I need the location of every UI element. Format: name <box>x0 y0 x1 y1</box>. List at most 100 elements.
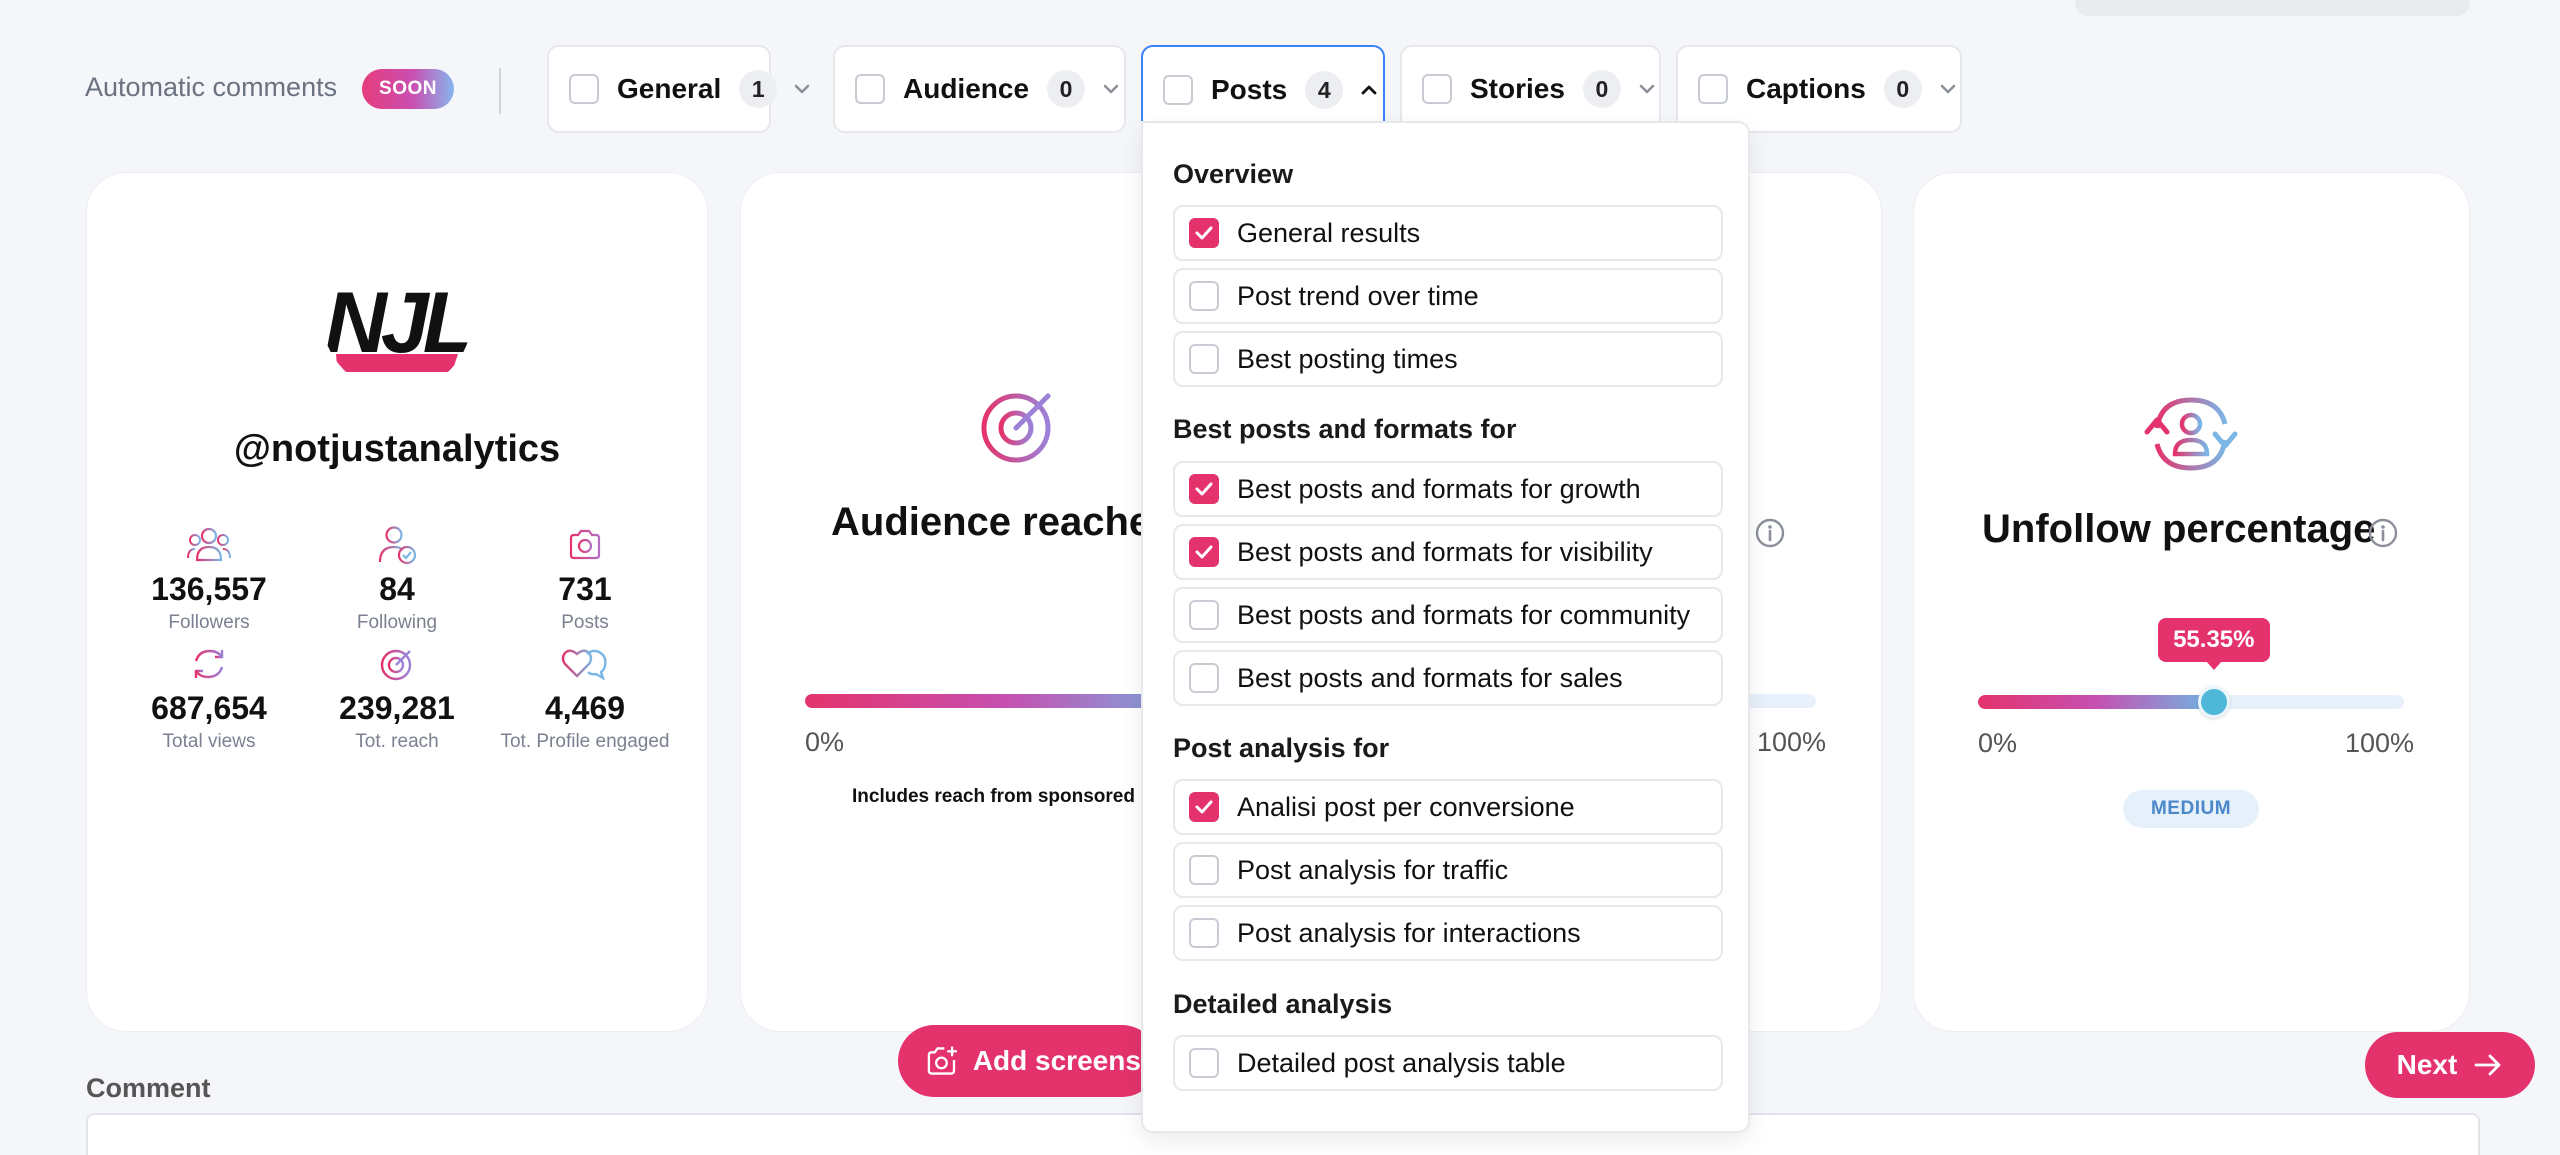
stat-profile-engaged-value: 4,469 <box>544 690 626 726</box>
posts-dropdown-menu: Overview General results Post trend over… <box>1141 121 1750 1133</box>
filter-posts[interactable]: Posts 4 <box>1141 45 1385 135</box>
audience-min-label: 0% <box>805 727 845 757</box>
option-best-posting-times[interactable]: Best posting times <box>1173 331 1723 387</box>
stat-following-value: 84 <box>379 571 415 607</box>
stat-total-reach-label: Tot. reach <box>355 731 439 752</box>
chevron-up-icon <box>1359 80 1379 100</box>
option-checkbox[interactable] <box>1189 281 1219 311</box>
users-icon <box>109 525 309 565</box>
filter-stories-label: Stories <box>1470 73 1565 104</box>
info-icon[interactable] <box>1754 517 1786 554</box>
info-icon[interactable] <box>2367 517 2399 554</box>
option-analysis-interactions[interactable]: Post analysis for interactions <box>1173 905 1723 961</box>
option-best-posts-growth[interactable]: Best posts and formats for growth <box>1173 461 1723 517</box>
option-label: Post analysis for interactions <box>1237 917 1581 948</box>
unfollow-level-badge: MEDIUM <box>2123 790 2259 828</box>
filter-general-label: General <box>617 73 722 104</box>
check-icon <box>1195 545 1213 559</box>
unfollow-percentage-card <box>1913 172 2470 1032</box>
filter-captions[interactable]: Captions 0 <box>1676 45 1962 133</box>
user-check-icon <box>297 525 497 565</box>
camera-icon <box>485 525 685 565</box>
heart-chat-icon <box>485 644 685 684</box>
camera-plus-icon <box>927 1046 958 1075</box>
option-label: Best posts and formats for community <box>1237 599 1691 630</box>
option-detailed-table[interactable]: Detailed post analysis table <box>1173 1035 1723 1091</box>
option-checkbox[interactable] <box>1189 663 1219 693</box>
chevron-down-icon <box>793 79 811 99</box>
option-label: Analisi post per conversione <box>1237 791 1575 822</box>
option-general-results[interactable]: General results <box>1173 205 1723 261</box>
filter-divider <box>499 68 501 114</box>
next-button[interactable]: Next <box>2365 1032 2535 1098</box>
option-label: Post trend over time <box>1237 280 1479 311</box>
stat-profile-engaged: 4,469 Tot. Profile engaged <box>485 644 685 753</box>
option-checkbox[interactable] <box>1189 918 1219 948</box>
profile-username: @notjustanalytics <box>233 428 561 470</box>
top-scroll-pill <box>2075 0 2470 16</box>
option-analysis-traffic[interactable]: Post analysis for traffic <box>1173 842 1723 898</box>
option-label: Best posts and formats for visibility <box>1237 536 1653 567</box>
chevron-down-icon <box>1101 79 1121 99</box>
chevron-down-icon <box>1938 79 1958 99</box>
option-best-posts-community[interactable]: Best posts and formats for community <box>1173 587 1723 643</box>
add-screenshot-label: Add screensh <box>972 1045 1158 1076</box>
option-analysis-conversion[interactable]: Analisi post per conversione <box>1173 779 1723 835</box>
unfollow-percentage-title: Unfollow percentage <box>1982 507 2376 551</box>
option-label: Post analysis for traffic <box>1237 854 1509 885</box>
sponsored-reach-note: Includes reach from sponsored p <box>852 786 1152 807</box>
soon-badge: SOON <box>362 69 454 109</box>
chevron-down-icon <box>1637 79 1657 99</box>
stat-total-reach-value: 239,281 <box>339 690 455 726</box>
next-label: Next <box>2396 1049 2458 1080</box>
filter-posts-checkbox[interactable] <box>1163 75 1193 105</box>
section-title-best-posts: Best posts and formats for <box>1173 414 1517 444</box>
unfollow-slider-track <box>1978 695 2404 709</box>
arrow-right-icon <box>2474 1054 2501 1076</box>
automatic-comments-label: Automatic comments <box>85 72 338 102</box>
option-checkbox[interactable] <box>1189 218 1219 248</box>
option-checkbox[interactable] <box>1189 600 1219 630</box>
check-icon <box>1195 482 1213 496</box>
filter-general[interactable]: General 1 <box>547 45 810 133</box>
stat-total-views-value: 687,654 <box>151 690 267 726</box>
unfollow-slider-knob[interactable] <box>2197 686 2230 718</box>
svg-text:NJL: NJL <box>325 275 471 371</box>
option-label: Best posting times <box>1237 343 1458 374</box>
filter-stories-checkbox[interactable] <box>1422 74 1452 104</box>
stat-posts-label: Posts <box>561 612 609 633</box>
filter-posts-count: 4 <box>1305 71 1344 109</box>
filter-audience-label: Audience <box>903 73 1030 104</box>
filter-posts-label: Posts <box>1211 74 1288 105</box>
stat-followers: 136,557 Followers <box>109 525 309 634</box>
filter-general-checkbox[interactable] <box>569 74 599 104</box>
option-best-posts-sales[interactable]: Best posts and formats for sales <box>1173 650 1723 706</box>
section-title-post-analysis: Post analysis for <box>1173 733 1390 763</box>
filter-stories-count: 0 <box>1582 70 1621 108</box>
option-label: Detailed post analysis table <box>1237 1047 1566 1078</box>
option-checkbox[interactable] <box>1189 344 1219 374</box>
unfollow-value-tooltip: 55.35% <box>2157 618 2270 670</box>
option-checkbox[interactable] <box>1189 855 1219 885</box>
stat-total-reach: 239,281 Tot. reach <box>297 644 497 753</box>
filter-audience-count: 0 <box>1047 70 1086 108</box>
option-label: Best posts and formats for growth <box>1237 473 1641 504</box>
option-checkbox[interactable] <box>1189 1048 1219 1078</box>
filter-stories[interactable]: Stories 0 <box>1400 45 1661 133</box>
stat-posts: 731 Posts <box>485 525 685 634</box>
stat-posts-value: 731 <box>558 571 612 607</box>
filter-audience[interactable]: Audience 0 <box>833 45 1126 133</box>
filter-general-count: 1 <box>739 70 778 108</box>
option-checkbox[interactable] <box>1189 792 1219 822</box>
filter-captions-checkbox[interactable] <box>1698 74 1728 104</box>
option-post-trend-over-time[interactable]: Post trend over time <box>1173 268 1723 324</box>
stat-following-label: Following <box>356 612 438 633</box>
option-label: Best posts and formats for sales <box>1237 662 1623 693</box>
section-title-overview: Overview <box>1173 159 1294 189</box>
unfollow-min-label: 0% <box>1978 728 2018 758</box>
add-screenshot-button[interactable]: Add screensh <box>898 1025 1158 1097</box>
filter-audience-checkbox[interactable] <box>855 74 885 104</box>
option-checkbox[interactable] <box>1189 537 1219 567</box>
option-checkbox[interactable] <box>1189 474 1219 504</box>
option-best-posts-visibility[interactable]: Best posts and formats for visibility <box>1173 524 1723 580</box>
